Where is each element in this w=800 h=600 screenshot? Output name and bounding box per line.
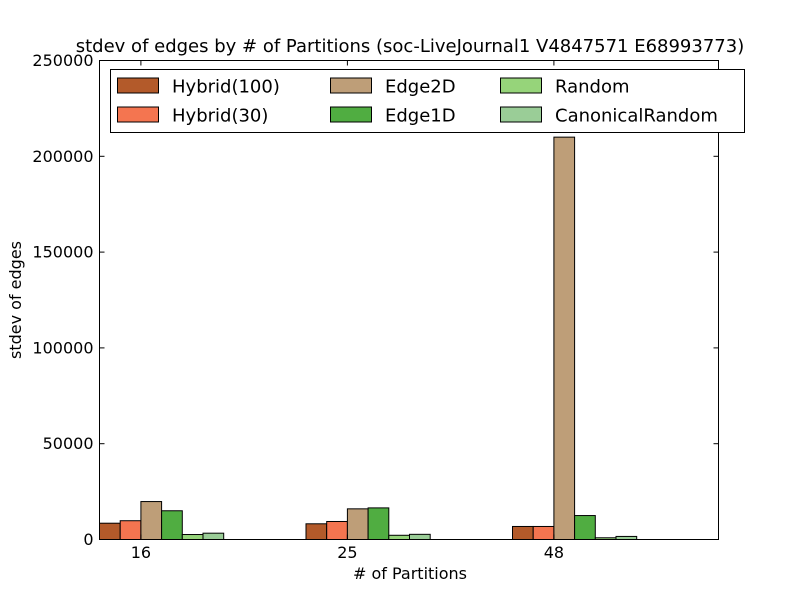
bar-hybrid-30--25 bbox=[326, 520, 348, 540]
chart-title: stdev of edges by # of Partitions (soc-L… bbox=[76, 36, 744, 57]
legend-label: Edge2D bbox=[385, 77, 456, 98]
x-tick-label: 25 bbox=[337, 543, 357, 562]
bar-canonicalrandom-25 bbox=[409, 533, 431, 541]
legend-label: Random bbox=[555, 77, 630, 98]
bar-edge1d-48 bbox=[574, 515, 596, 540]
legend-swatch bbox=[330, 77, 372, 94]
bar-hybrid-100--16 bbox=[99, 522, 121, 541]
x-tick-label: 48 bbox=[544, 543, 564, 562]
bar-edge1d-16 bbox=[161, 510, 183, 541]
bar-hybrid-100--25 bbox=[305, 523, 328, 540]
x-axis-label: # of Partitions bbox=[353, 564, 467, 583]
y-axis-label: stdev of edges bbox=[6, 241, 25, 359]
legend-label: CanonicalRandom bbox=[555, 106, 718, 127]
legend-swatch bbox=[500, 77, 542, 94]
bar-edge1d-25 bbox=[367, 507, 390, 541]
bar-hybrid-30--16 bbox=[119, 520, 142, 540]
bars-layer bbox=[99, 136, 638, 541]
bar-hybrid-100--48 bbox=[512, 525, 534, 540]
ticks-layer: 0 50000 100000 150000 200000 250000 16 25 48 bbox=[32, 51, 719, 562]
bar-canonicalrandom-16 bbox=[202, 532, 225, 540]
legend-swatch bbox=[117, 106, 159, 123]
bar-random-25 bbox=[388, 534, 410, 541]
bar-edge2d-25 bbox=[346, 508, 369, 540]
plot-frame bbox=[99, 60, 719, 540]
y-tick-label: 200000 bbox=[32, 147, 93, 166]
legend-label: Edge1D bbox=[385, 106, 456, 127]
y-tick-label: 100000 bbox=[32, 338, 93, 357]
x-tick-label: 16 bbox=[131, 543, 151, 562]
bar-edge2d-48 bbox=[553, 136, 576, 540]
y-tick-label: 250000 bbox=[32, 51, 93, 70]
bar-random-16 bbox=[181, 534, 204, 541]
bar-edge2d-16 bbox=[140, 501, 163, 540]
legend: Hybrid(100) Hybrid(30) Edge2D Edge1D Random C… bbox=[110, 69, 745, 133]
legend-frame bbox=[110, 69, 745, 133]
y-tick-label: 0 bbox=[83, 530, 93, 549]
legend-swatch bbox=[330, 106, 372, 123]
legend-swatch bbox=[117, 77, 159, 94]
y-tick-label: 50000 bbox=[43, 434, 94, 453]
legend-label: Hybrid(30) bbox=[172, 106, 268, 127]
y-tick-label: 150000 bbox=[32, 243, 93, 262]
bar-hybrid-30--48 bbox=[532, 525, 555, 540]
legend-label: Hybrid(100) bbox=[172, 77, 280, 98]
legend-swatch bbox=[500, 106, 542, 123]
